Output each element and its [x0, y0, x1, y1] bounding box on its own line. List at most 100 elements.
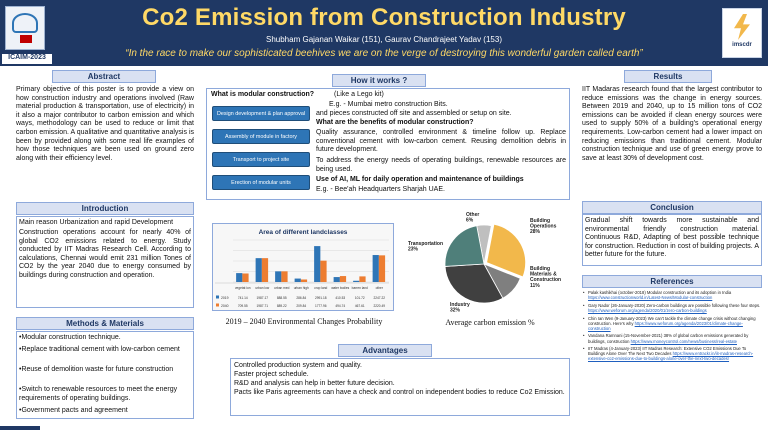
logo-bolt-icon: [734, 14, 750, 40]
advantages-panel: Controlled production system and quality…: [230, 358, 570, 416]
reference-item: Gary Nador (26-January-2020) Zero-carbon…: [582, 303, 762, 313]
reference-link[interactable]: https://www.weforum.org/agenda/2020/01/z…: [588, 307, 707, 313]
table-col-label: other: [376, 286, 384, 290]
table-cell-value: 2991.18: [315, 296, 327, 300]
advantages-item: Pacts like Paris agreements can have a c…: [234, 389, 565, 396]
reference-text: Chin Ian Wen (9-January-2023) We can't t…: [588, 315, 756, 326]
table-cell-value: 888.55: [277, 296, 287, 300]
methods-item: •Modular construction technique.: [19, 334, 121, 341]
methods-item: •Government pacts and agreement: [19, 407, 128, 414]
reference-link[interactable]: https://www.moneycontrol.com/news/busine…: [630, 338, 737, 344]
methods-panel: •Modular construction technique. •Replac…: [16, 331, 194, 419]
hiw-answer-3: To address the energy needs of operating…: [316, 157, 566, 173]
reference-link[interactable]: https://www.constructionworld.in/Latest-…: [588, 295, 713, 301]
reference-item: Vandana Ramnani (15-November-2021) 38% o…: [582, 333, 762, 343]
methods-item: •Reuse of demolition waste for future co…: [19, 366, 174, 373]
poster-tagline: “In the race to make our sophisticated b…: [125, 48, 643, 59]
table-col-label: barren land: [352, 286, 368, 290]
table-cell-value: 741.14: [238, 296, 248, 300]
hiw-question-1: What is modular construction?: [211, 91, 315, 98]
bar-2040-crop-land: [320, 260, 327, 282]
step-design: Design development & plan approval: [212, 106, 310, 121]
logo-mark-icon: [20, 35, 32, 43]
pie-label: Building: [530, 266, 550, 272]
pie-label: Construction: [530, 277, 561, 283]
bar-2019-crop-land: [314, 246, 321, 282]
table-cell-value: 2247.22: [373, 296, 385, 300]
table-col-label: water bodies: [331, 286, 349, 290]
pie-label: 28%: [530, 229, 541, 235]
introduction-heading: Introduction: [16, 202, 194, 215]
methods-item: •Switch to renewable resources to meet t…: [19, 386, 178, 402]
how-it-works-heading: How it works ?: [332, 74, 426, 87]
introduction-panel: Main reason Urbanization and rapid Devel…: [16, 216, 194, 308]
table-col-label: crop land: [314, 286, 327, 290]
hiw-question-3: Use of AI, ML for daily operation and ma…: [316, 176, 524, 183]
advantages-item: Controlled production system and quality…: [234, 362, 362, 369]
poster-authors: Shubham Gajanan Waikar (151), Gaurav Cha…: [266, 35, 502, 44]
reference-text: Palak kashikhai (october-2018) Modular c…: [588, 290, 732, 295]
hiw-answer-1b: and pieces constructed off site and asse…: [316, 110, 512, 117]
table-cell-value: 1987.71: [256, 304, 268, 308]
bar-2040-vegetation: [242, 273, 249, 282]
bar-2019-barren-land: [353, 280, 360, 282]
advantages-item: Faster project schedule.: [234, 371, 309, 378]
pie-label: Industry: [450, 302, 470, 308]
conclusion-text: Gradual shift towards more sustainable a…: [585, 217, 759, 259]
pie-label: 32%: [450, 308, 461, 314]
landclass-caption: 2019 – 2040 Environmental Changes Probab…: [225, 317, 383, 326]
table-cell-value: 494.74: [335, 304, 345, 308]
reference-item: IIT Madras (4-January-2023) IIT Madras R…: [582, 346, 762, 361]
table-col-label: urban low: [255, 286, 270, 290]
table-row-label: 2040: [221, 304, 229, 308]
institute-logo: imscdr: [722, 8, 762, 58]
bar-2019-other: [372, 255, 379, 282]
landclass-chart: Area of different landclasses vegetat io…: [215, 229, 389, 308]
abstract-heading: Abstract: [52, 70, 156, 83]
pie-label: 6%: [466, 218, 474, 224]
globe-icon: [12, 13, 38, 33]
reference-link[interactable]: https://www.weforum.org/agenda/2023/01/c…: [588, 320, 743, 331]
bar-2040-barren-land: [359, 276, 366, 282]
hiw-answer-2: Quality assurance, controlled environmen…: [316, 129, 566, 154]
table-col-label: vegetat ion: [235, 286, 251, 290]
advantages-item: R&D and analysis can help in better futu…: [234, 380, 395, 387]
bar-2040-urban-low: [261, 258, 269, 282]
table-cell-value: 209.84: [296, 304, 306, 308]
poster-header: [0, 0, 768, 66]
methods-item: •Replace traditional cement with low-car…: [19, 346, 180, 353]
abstract-text: Primary objective of this poster is to p…: [16, 86, 194, 162]
landclass-chart-title: Area of different landclasses: [259, 229, 348, 236]
pie-label: Operations: [530, 224, 557, 230]
bar-2040-other: [378, 255, 386, 282]
step-assembly: Assembly of module in factory: [212, 129, 310, 144]
pie-label: 23%: [408, 247, 419, 253]
hiw-answer-1a: E.g. - Mumbai metro construction Bits.: [329, 101, 448, 108]
hiw-question-2: What are the benefits of modular constru…: [316, 119, 474, 126]
table-row-label: 2019: [221, 296, 229, 300]
table-cell-value: 2220.49: [373, 304, 385, 308]
introduction-text: Construction operations account for near…: [19, 229, 191, 279]
bar-2019-urban-low: [255, 258, 262, 282]
reference-text: Gary Nador (26-January-2020) Zero-carbon…: [588, 302, 761, 308]
references-heading: References: [582, 275, 762, 288]
emission-pie-panel: Other 6% Building Operations 28% Building Mate…: [404, 210, 580, 314]
step-erection: Erection of modular units: [212, 175, 310, 190]
table-col-label: urban high: [294, 286, 309, 290]
poster-title: Co2 Emission from Construction Industry: [142, 4, 626, 31]
results-heading: Results: [624, 70, 712, 83]
pie-slice-building-operations: [486, 223, 527, 278]
pie-label: Other: [466, 212, 479, 218]
table-cell-value: 709.55: [238, 304, 248, 308]
bar-2040-water-bodies: [339, 276, 347, 282]
references-list: Palak kashikhai (october-2018) Modular c…: [582, 290, 762, 418]
reference-link[interactable]: https://www.entrackr.in/iit-madras-resea…: [588, 351, 754, 362]
conference-logo: [5, 6, 45, 50]
bar-2019-vegetation: [236, 273, 243, 282]
bar-2040-urban-med: [281, 271, 288, 282]
footer-bar: [0, 426, 40, 430]
reference-text: IIT Madras (4-January-2023) IIT Madras R…: [588, 346, 747, 357]
table-cell-value: 889.22: [277, 304, 287, 308]
table-col-label: urban med: [274, 286, 289, 290]
introduction-lead: Main reason Urbanization and rapid Devel…: [19, 219, 174, 226]
